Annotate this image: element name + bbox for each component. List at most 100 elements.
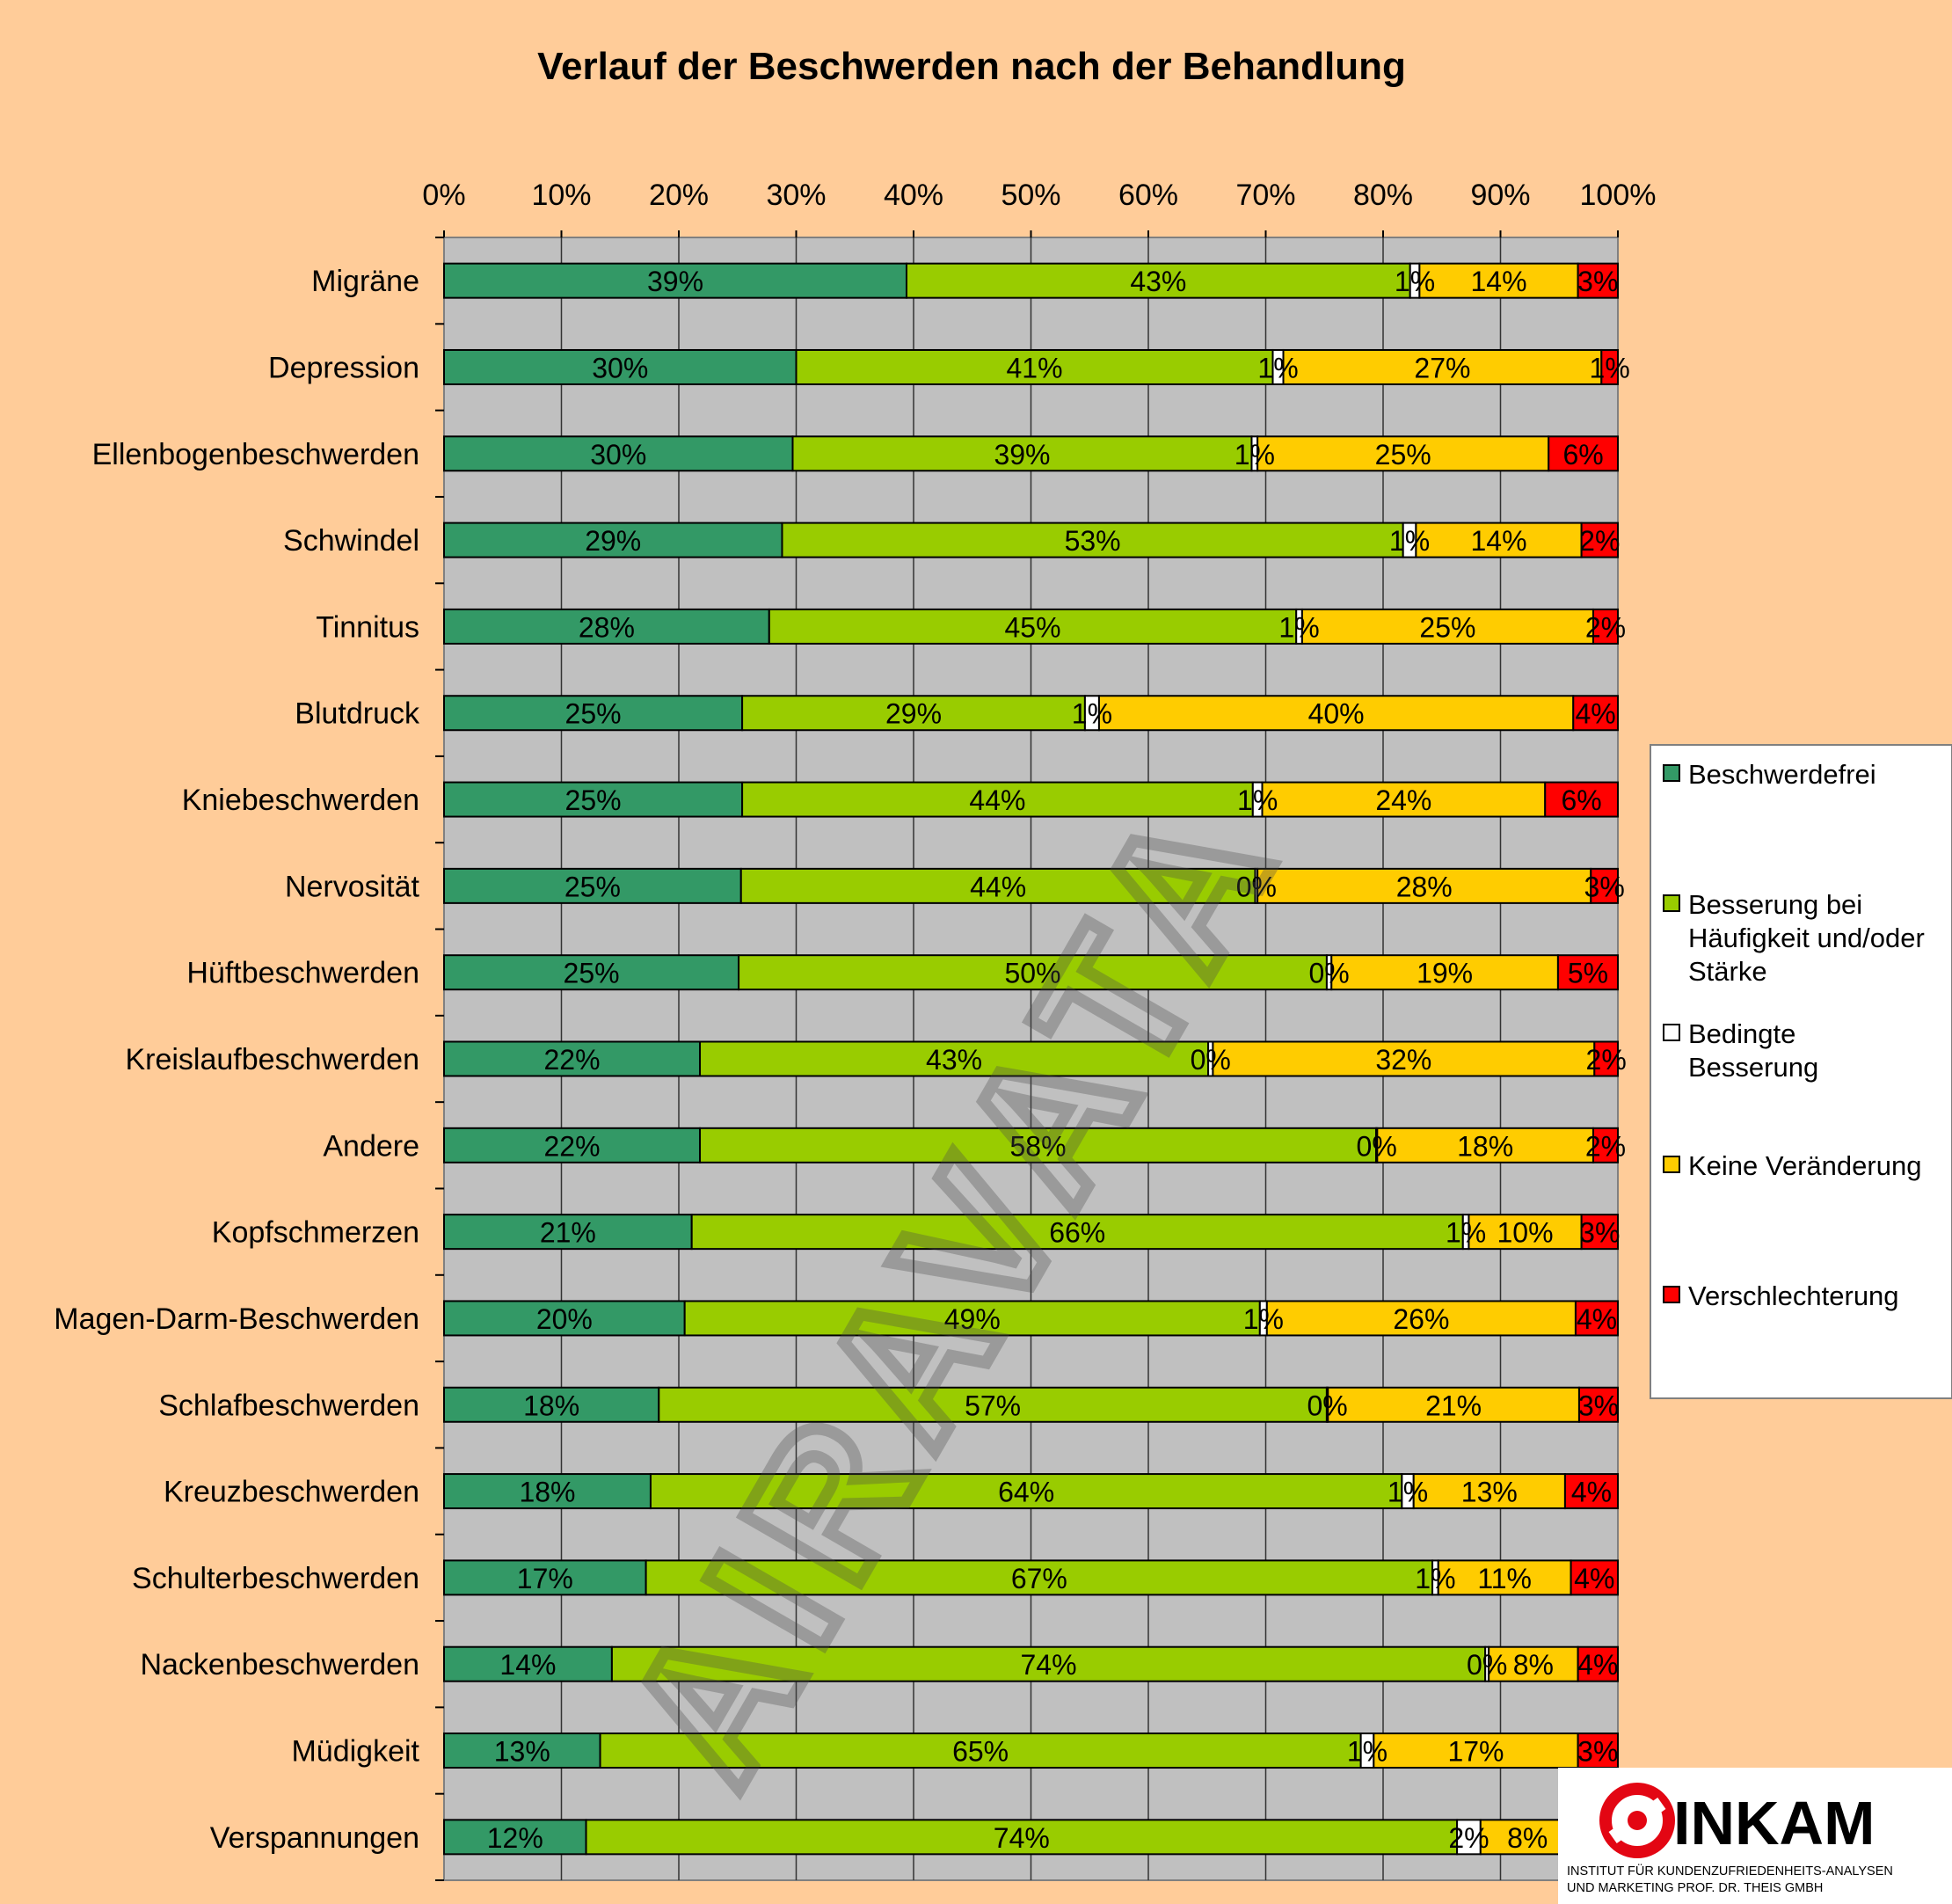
bar-segment: [443, 1040, 702, 1077]
bar-segment: [741, 781, 1254, 818]
data-label: 67%: [1011, 1563, 1067, 1594]
logo-name: INKAM: [1673, 1789, 1875, 1857]
data-label: 0%: [1307, 1390, 1347, 1421]
category-label: Migräne: [311, 265, 419, 298]
data-label: 3%: [1578, 1390, 1619, 1421]
x-tick-label: 70%: [1235, 179, 1295, 212]
category-label: Nackenbeschwerden: [140, 1648, 419, 1682]
x-tick-label: 0%: [422, 179, 465, 212]
x-tick-label: 100%: [1580, 179, 1657, 212]
data-label: 44%: [969, 784, 1025, 816]
bar-segment: [443, 1300, 686, 1337]
bar-segment: [443, 1127, 702, 1164]
data-label: 2%: [1448, 1822, 1489, 1854]
data-label: 1%: [1446, 1217, 1486, 1249]
legend-label: Besserung bei Häufigkeit und/oder Stärke: [1688, 889, 1925, 987]
data-labels: 39% 43% 1% 14% 3% 30% 41% 1% 27% 1% 30% 39% 1% 25% 6% 2…: [487, 266, 1630, 1854]
bar-segment: [1282, 348, 1603, 385]
bar-segment: [1300, 608, 1594, 645]
data-label: 4%: [1576, 698, 1616, 730]
legend-swatch: [1663, 1286, 1680, 1303]
data-label: 49%: [944, 1303, 1001, 1335]
data-label: 2%: [1586, 1044, 1627, 1076]
data-label: 12%: [487, 1822, 543, 1854]
bar-segment: [1261, 781, 1547, 818]
legend-label: Verschlechterung: [1688, 1280, 1899, 1311]
y-axis-ticks: [435, 237, 444, 1881]
data-label: 64%: [998, 1477, 1054, 1508]
data-label: 1%: [1389, 525, 1430, 557]
data-label: 22%: [543, 1130, 600, 1162]
data-label: 44%: [970, 871, 1026, 902]
bar-segment: [1415, 522, 1583, 558]
data-label: 1%: [1415, 1563, 1455, 1594]
category-label: Andere: [323, 1129, 419, 1163]
legend-box: [1650, 744, 1952, 1399]
data-label: 1%: [1072, 698, 1112, 730]
data-label: 6%: [1562, 439, 1603, 471]
data-label: 0%: [1357, 1130, 1397, 1162]
legend-swatch: [1663, 764, 1680, 782]
bar-segment: [683, 1300, 1261, 1337]
bar-segment: [1376, 1127, 1594, 1164]
chart-title: Verlauf der Beschwerden nach der Behandl…: [537, 45, 1406, 88]
legend-label: Beschwerdefrei: [1688, 759, 1876, 790]
data-label: 22%: [543, 1044, 600, 1076]
data-label: 1%: [1257, 352, 1298, 383]
bar-segment: [1577, 1645, 1619, 1682]
category-label: Verspannungen: [210, 1821, 419, 1855]
bar-segment: [443, 435, 794, 472]
bar-segment: [649, 1473, 1403, 1510]
data-label: 25%: [565, 698, 622, 730]
data-label: 74%: [1021, 1649, 1077, 1681]
logo-subtitle-line2: UND MARKETING PROF. DR. THEIS GMBH: [1567, 1881, 1823, 1895]
data-label: 30%: [592, 352, 648, 383]
data-label: 2%: [1585, 1130, 1626, 1162]
bar-segment: [1590, 867, 1620, 904]
bar-segment: [1577, 262, 1619, 299]
category-labels: Migräne Depression Ellenbogenbeschwerden Sc…: [54, 265, 420, 1855]
data-label: 4%: [1574, 1563, 1614, 1594]
data-label: 66%: [1049, 1217, 1105, 1249]
legend-label: Bedingte Besserung: [1688, 1018, 1818, 1083]
data-label: 8%: [1513, 1649, 1554, 1681]
data-label: 25%: [564, 958, 620, 989]
category-label: Schlafbeschwerden: [158, 1389, 419, 1422]
bar-segment: [443, 522, 783, 558]
legend-swatch: [1663, 1156, 1680, 1173]
inkam-logo: INKAM INSTITUT FÜR KUNDENZUFRIEDENHEITS-…: [1558, 1768, 1952, 1904]
x-axis-ticks: 0% 10% 20% 30% 40% 50% 60% 70% 80% 90% 100%: [422, 179, 1656, 237]
bar-segment: [443, 1559, 647, 1596]
bar-segment: [1600, 348, 1620, 385]
bar-segment: [1544, 781, 1619, 818]
bar-segment: [768, 608, 1298, 645]
x-tick-label: 90%: [1470, 179, 1530, 212]
bar-segment: [443, 1473, 652, 1510]
data-label: 50%: [1004, 958, 1060, 989]
bar-segment: [1580, 522, 1619, 558]
data-label: 1%: [1590, 352, 1630, 383]
data-label: 13%: [494, 1736, 550, 1768]
bar-segment: [1577, 1386, 1619, 1423]
bar-segment: [1556, 954, 1620, 991]
data-label: 20%: [536, 1303, 593, 1335]
category-label: Kreislaufbeschwerden: [125, 1043, 419, 1076]
bar-segment: [610, 1645, 1487, 1682]
bar-segment: [1327, 1386, 1580, 1423]
bar-series: [443, 262, 1620, 1856]
data-label: 29%: [585, 525, 641, 557]
bar-segment: [738, 954, 1328, 991]
bar-segment: [443, 262, 907, 299]
data-label: 25%: [1419, 611, 1475, 643]
bar-segment: [1570, 1559, 1619, 1596]
x-tick-label: 60%: [1118, 179, 1178, 212]
data-label: 30%: [590, 439, 646, 471]
category-label: Kniebeschwerden: [182, 784, 419, 817]
data-label: 0%: [1236, 871, 1277, 902]
data-label: 28%: [579, 611, 635, 643]
x-tick-label: 50%: [1001, 179, 1060, 212]
legend-swatch: [1663, 1024, 1680, 1041]
data-label: 14%: [1470, 266, 1526, 297]
data-label: 1%: [1278, 611, 1319, 643]
